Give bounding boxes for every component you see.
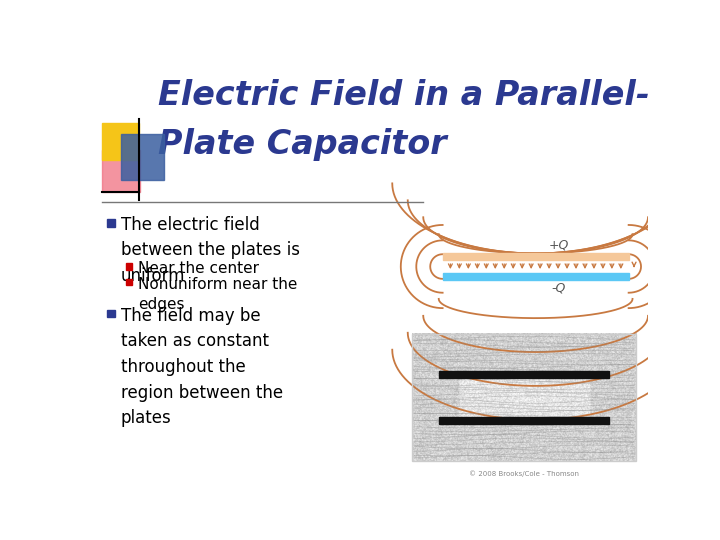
Text: The field may be
taken as constant
throughout the
region between the
plates: The field may be taken as constant throu… (121, 307, 283, 427)
Text: Plate Capacitor: Plate Capacitor (158, 128, 447, 161)
Text: +Q: +Q (549, 238, 569, 251)
Bar (107, 309, 114, 318)
Bar (102, 123, 139, 159)
Text: The electric field
between the plates is
uniform: The electric field between the plates is… (121, 215, 300, 285)
Text: Electric Field in a Parallel-: Electric Field in a Parallel- (158, 79, 650, 112)
Bar (102, 150, 140, 192)
Bar (126, 264, 132, 269)
Bar (412, 334, 636, 461)
Bar (438, 372, 609, 378)
Bar (443, 273, 629, 280)
Text: -Q: -Q (552, 282, 566, 295)
Bar (121, 134, 163, 180)
Text: Near the center: Near the center (138, 261, 259, 276)
Bar (107, 219, 114, 226)
Text: Nonuniform near the
edges: Nonuniform near the edges (138, 276, 297, 312)
Text: © 2008 Brooks/Cole - Thomson: © 2008 Brooks/Cole - Thomson (469, 470, 579, 477)
Bar (438, 417, 609, 424)
Bar (126, 279, 132, 285)
Bar (443, 253, 629, 260)
